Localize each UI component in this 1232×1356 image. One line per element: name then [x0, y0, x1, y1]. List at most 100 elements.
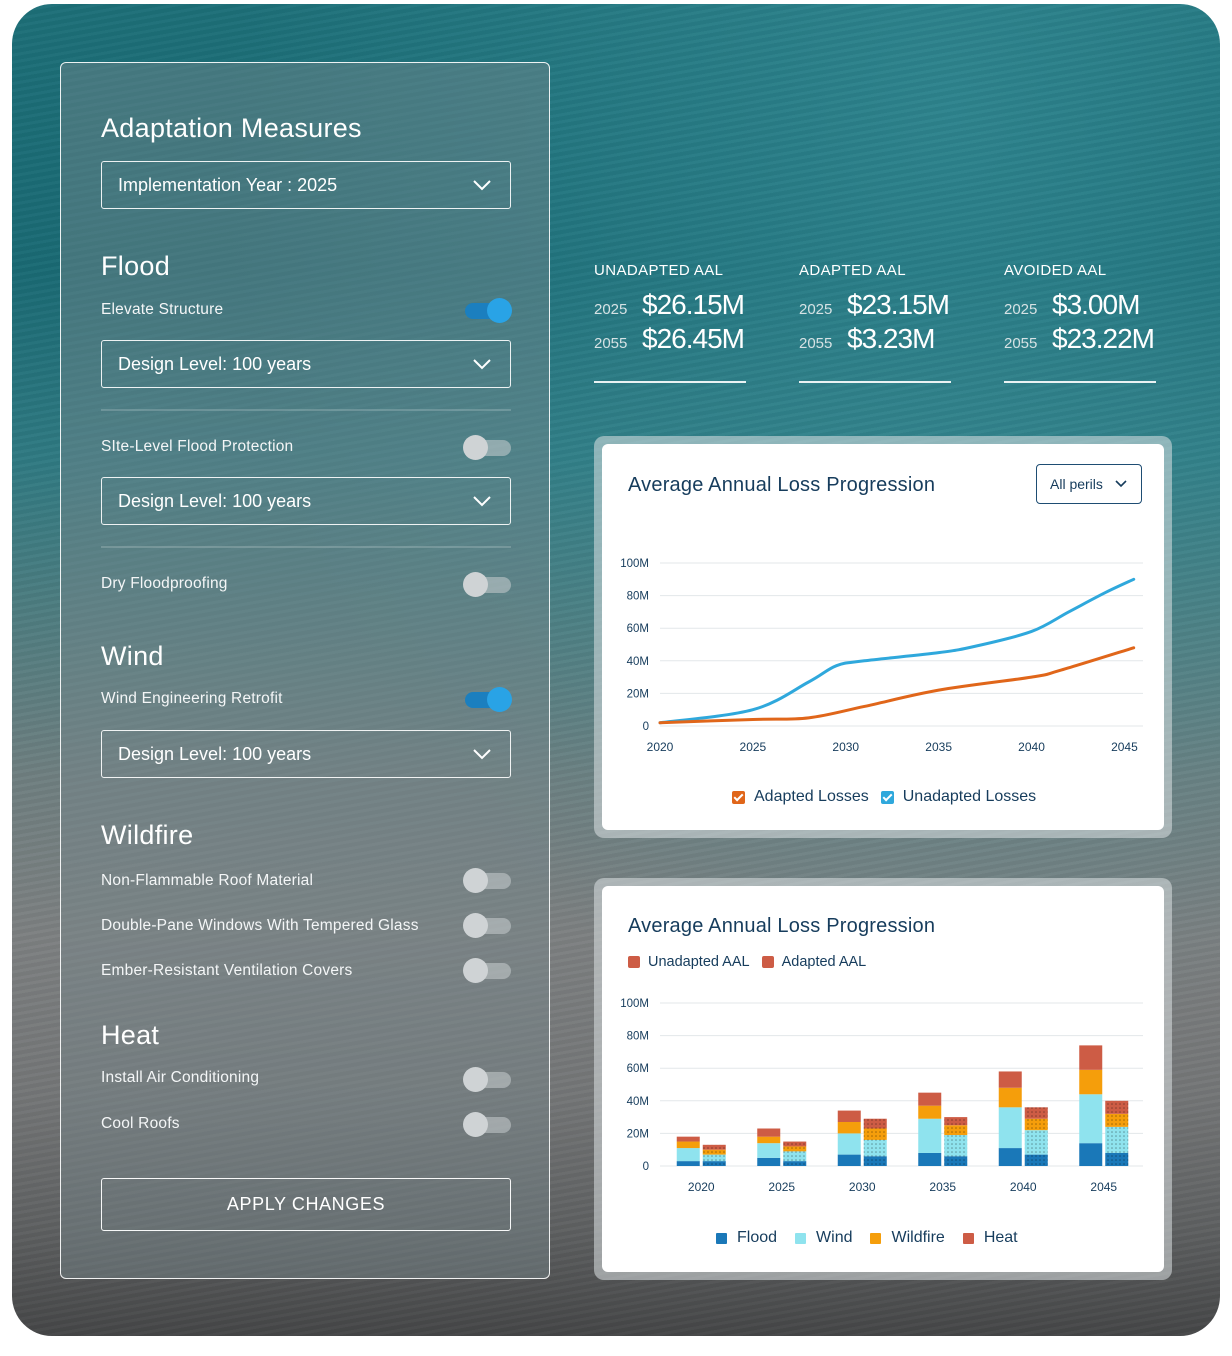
kpi-year: 2055: [799, 335, 833, 352]
y-tick-label: 100M: [620, 998, 649, 1010]
windows-toggle[interactable]: [463, 913, 511, 938]
series-line-unadapted-losses: [658, 577, 1136, 725]
legend-label: Heat: [983, 1229, 1018, 1246]
kpi-title: ADAPTED AAL: [799, 262, 906, 279]
x-tick-label: 2040: [1018, 740, 1045, 754]
kpi-underline: [1004, 381, 1156, 383]
legend-swatch: [628, 956, 640, 968]
cool-roofs-toggle[interactable]: [463, 1112, 511, 1137]
air-conditioning-toggle[interactable]: [463, 1067, 511, 1092]
y-tick-label: 100M: [620, 558, 649, 570]
bar-segment-hatch: [863, 1156, 887, 1166]
x-tick-label: 2030: [849, 1180, 876, 1194]
site-flood-protection-label: SIte-Level Flood Protection: [101, 438, 294, 455]
y-tick-label: 80M: [627, 1031, 649, 1043]
legend-item-wildfire[interactable]: Wildfire: [870, 1229, 945, 1247]
kpi-value: $3.23M: [847, 323, 935, 354]
vents-label: Ember-Resistant Ventilation Covers: [101, 962, 353, 979]
elevate-design-level-select[interactable]: Design Level: 100 years: [101, 340, 511, 388]
bar-segment-hatch: [702, 1144, 726, 1150]
legend-item-adapted[interactable]: Adapted Losses: [732, 788, 869, 806]
legend-label: Adapted AAL: [781, 954, 867, 970]
bar-segment-hatch: [783, 1161, 807, 1166]
legend-item-unadapted-aal[interactable]: Unadapted AAL: [628, 954, 750, 970]
bar-segment-wind: [676, 1148, 700, 1162]
legend-item-unadapted[interactable]: Unadapted Losses: [880, 788, 1036, 806]
bar-segment-flood: [676, 1161, 700, 1166]
series-line-adapted-losses: [658, 646, 1136, 725]
bar-chart: 0 20M 40M 60M 80M 100M 2020 2025 2030 2035 2040 204…: [620, 998, 1143, 1194]
wind-retrofit-toggle[interactable]: [463, 687, 512, 712]
chevron-down-icon: [473, 359, 491, 370]
windows-label: Double-Pane Windows With Tempered Glass: [101, 917, 419, 934]
elevate-structure-label: Elevate Structure: [101, 301, 224, 318]
divider: [101, 409, 511, 411]
apply-changes-button[interactable]: APPLY CHANGES: [101, 1178, 511, 1231]
bar-segment-hatch: [783, 1146, 807, 1152]
kpi-value: $23.15M: [847, 289, 950, 320]
bar-segment-heat: [998, 1071, 1022, 1088]
bar-segment-hatch: [944, 1156, 968, 1166]
kpi-year: 2025: [594, 301, 628, 318]
perils-dropdown[interactable]: All perils: [1036, 464, 1142, 504]
chevron-down-icon: [473, 180, 491, 191]
checkbox-icon: [732, 790, 745, 804]
x-tick-label: 2035: [929, 1180, 956, 1194]
bar-segment-hatch: [1024, 1118, 1048, 1131]
x-tick-label: 2030: [832, 740, 859, 754]
y-tick-label: 20M: [627, 688, 649, 700]
wind-heading: Wind: [101, 641, 164, 671]
bar-segment-hatch: [1105, 1126, 1129, 1153]
x-tick-label: 2035: [925, 740, 952, 754]
flood-heading: Flood: [101, 251, 171, 281]
y-tick-label: 60M: [627, 623, 649, 635]
legend-item-adapted-aal[interactable]: Adapted AAL: [761, 954, 867, 970]
legend-swatch: [716, 1232, 727, 1244]
site-design-level-value: Design Level: 100 years: [118, 490, 312, 511]
roof-material-label: Non-Flammable Roof Material: [101, 872, 314, 889]
y-tick-label: 0: [643, 1161, 649, 1173]
bar-segment-hatch: [702, 1161, 726, 1166]
bar-segment-wildfire: [1079, 1069, 1103, 1095]
kpi-title: UNADAPTED AAL: [594, 262, 724, 279]
y-tick-label: 40M: [627, 1096, 649, 1108]
bar-segment-wildfire: [998, 1087, 1022, 1108]
adaptation-panel: Adaptation Measures Implementation Year …: [60, 62, 550, 1279]
legend-item-flood[interactable]: Flood: [716, 1229, 777, 1247]
line-chart-legend: Adapted Losses Unadapted Losses: [732, 788, 1048, 806]
site-flood-protection-toggle[interactable]: [463, 435, 511, 460]
elevate-structure-toggle[interactable]: [463, 298, 512, 323]
checkbox-icon: [880, 790, 894, 804]
wind-retrofit-label: Wind Engineering Retrofit: [101, 690, 283, 707]
bar-segment-heat: [1079, 1045, 1103, 1070]
dry-floodproofing-toggle[interactable]: [463, 572, 511, 597]
bar-segment-flood: [837, 1154, 861, 1166]
legend-item-heat[interactable]: Heat: [962, 1229, 1018, 1247]
bar-segment-wildfire: [918, 1105, 942, 1119]
site-design-level-select[interactable]: Design Level: 100 years: [101, 477, 511, 525]
legend-item-wind[interactable]: Wind: [795, 1229, 852, 1247]
bar-segment-hatch: [863, 1128, 887, 1140]
vents-toggle[interactable]: [463, 958, 511, 983]
kpi-unadapted: UNADAPTED AAL 2025 $26.15M 2055 $26.45M: [594, 262, 746, 383]
bar-segment-hatch: [783, 1151, 807, 1162]
bar-segment-hatch: [1024, 1154, 1048, 1166]
bar-segment-heat: [918, 1092, 942, 1106]
kpi-adapted: ADAPTED AAL 2025 $23.15M 2055 $3.23M: [799, 262, 951, 383]
implementation-year-select[interactable]: Implementation Year : 2025: [101, 161, 511, 209]
x-tick-label: 2045: [1090, 1180, 1117, 1194]
bar-chart-card: Average Annual Loss Progression Unadapte…: [602, 886, 1164, 1272]
x-tick-label: 2040: [1010, 1180, 1037, 1194]
bar-bottom-legend: Flood Wind Wildfire Heat: [716, 1229, 1036, 1247]
bar-segment-wildfire: [757, 1136, 781, 1144]
dry-floodproofing-label: Dry Floodproofing: [101, 575, 228, 592]
bar-segment-hatch: [944, 1125, 968, 1136]
bar-segment-flood: [918, 1152, 942, 1166]
implementation-year-value: Implementation Year : 2025: [118, 174, 338, 195]
bar-segment-flood: [1079, 1143, 1103, 1166]
x-tick-label: 2025: [740, 740, 767, 754]
roof-material-toggle[interactable]: [463, 868, 511, 893]
kpi-value: $26.15M: [642, 289, 745, 320]
wind-design-level-select[interactable]: Design Level: 100 years: [101, 730, 511, 778]
x-tick-label: 2025: [768, 1180, 795, 1194]
